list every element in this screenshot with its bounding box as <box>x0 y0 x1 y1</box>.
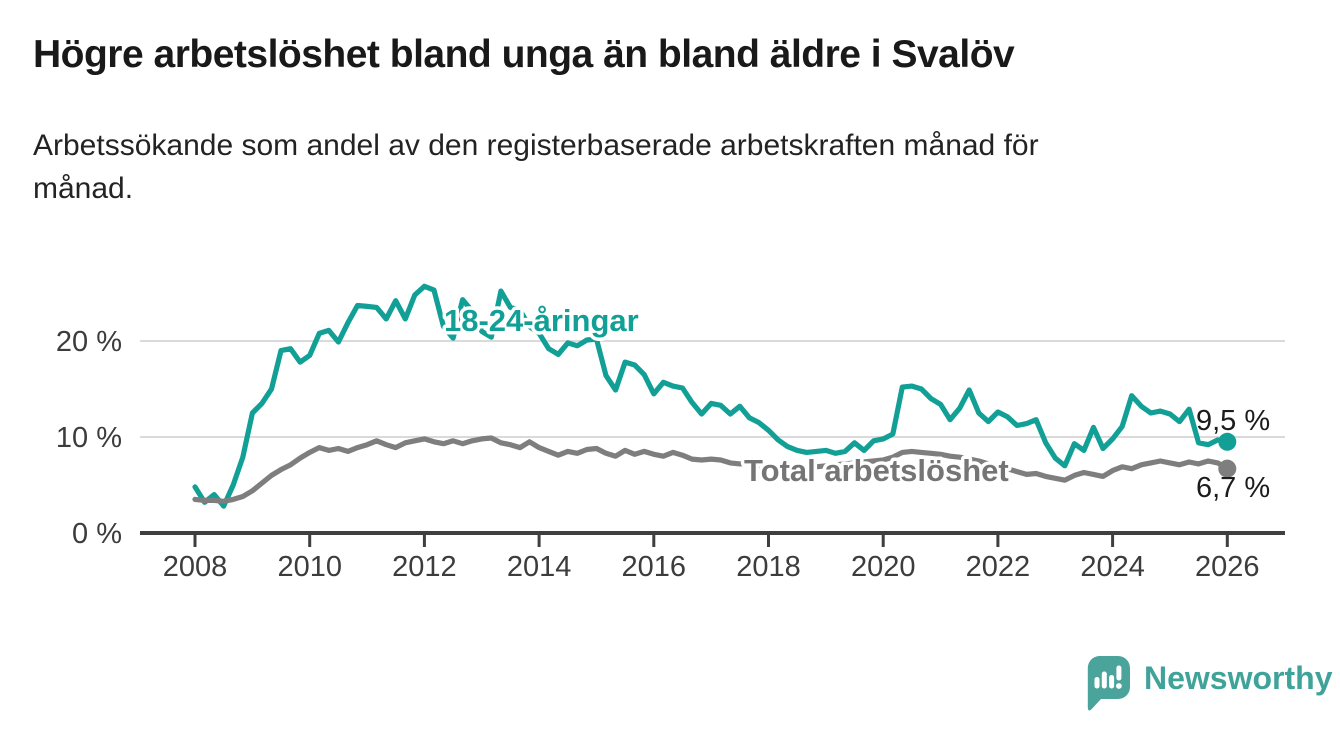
x-tick-label-2020: 2020 <box>851 551 916 583</box>
logo-exclamation-bar <box>1116 665 1122 681</box>
unemployment-line-chart: 18-24-åringar Total arbetslöshet 9,5 % 6,7 … <box>56 283 1285 583</box>
x-tick-label-2016: 2016 <box>622 551 687 583</box>
x-tick-label-2014: 2014 <box>507 551 572 583</box>
x-tick-label-2026: 2026 <box>1195 551 1260 583</box>
x-tick-label-2012: 2012 <box>392 551 457 583</box>
newsworthy-logo: Newsworthy <box>1085 655 1332 713</box>
logo-bubble <box>1087 656 1130 711</box>
y-tick-label-20: 20 % <box>56 326 122 358</box>
series-label-young: 18-24-åringar <box>444 303 639 338</box>
logo-bar-2 <box>1101 671 1107 689</box>
series-line-total <box>192 435 1230 504</box>
logo-bar-1 <box>1094 677 1100 689</box>
x-tick-label-2024: 2024 <box>1080 551 1145 583</box>
y-tick-label-10: 10 % <box>56 422 122 454</box>
series-end-dot-young <box>1218 432 1237 451</box>
chart-subtitle: Arbetssökande som andel av den registerb… <box>33 129 1039 205</box>
x-tick-label-2022: 2022 <box>966 551 1031 583</box>
series-line-young <box>192 283 1230 509</box>
x-tick-label-2008: 2008 <box>163 551 228 583</box>
newsworthy-logo-icon <box>1087 656 1130 711</box>
chart-title: Högre arbetslöshet bland unga än bland ä… <box>33 33 1015 76</box>
logo-exclamation-dot <box>1116 683 1122 689</box>
x-tick-label-2010: 2010 <box>277 551 342 583</box>
x-tick-label-2018: 2018 <box>736 551 801 583</box>
end-value-label-young: 9,5 % <box>1196 405 1270 437</box>
y-tick-label-0: 0 % <box>72 518 122 550</box>
end-value-label-total: 6,7 % <box>1196 472 1270 504</box>
logo-bar-3 <box>1109 675 1115 689</box>
series-end-dot-total <box>1218 459 1237 478</box>
series-label-total: Total arbetslöshet <box>744 453 1009 488</box>
newsworthy-wordmark: Newsworthy <box>1144 660 1333 696</box>
